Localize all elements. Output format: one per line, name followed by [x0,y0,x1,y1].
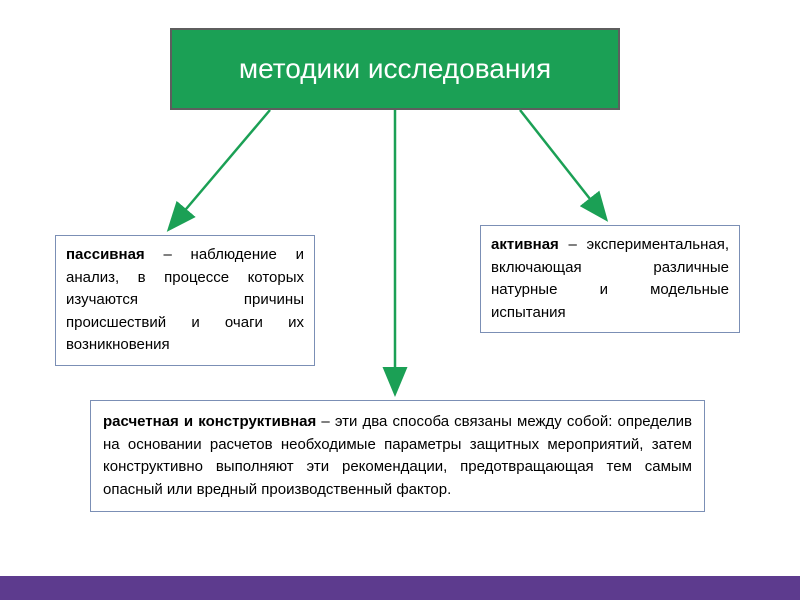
title-text: методики исследования [239,53,551,85]
arrow-right [520,110,605,218]
box-calc-bold: расчетная и конструктивная [103,413,316,430]
box-passive-bold: пассивная [66,246,145,263]
box-active: активная – экспериментальная, включающая… [480,225,740,333]
box-active-bold: активная [491,236,559,253]
box-passive: пассивная – наблюдение и анализ, в проце… [55,235,315,366]
box-calc: расчетная и конструктивная – эти два спо… [90,400,705,512]
arrow-left [170,110,270,228]
title-box: методики исследования [170,28,620,110]
footer-bar [0,576,800,600]
